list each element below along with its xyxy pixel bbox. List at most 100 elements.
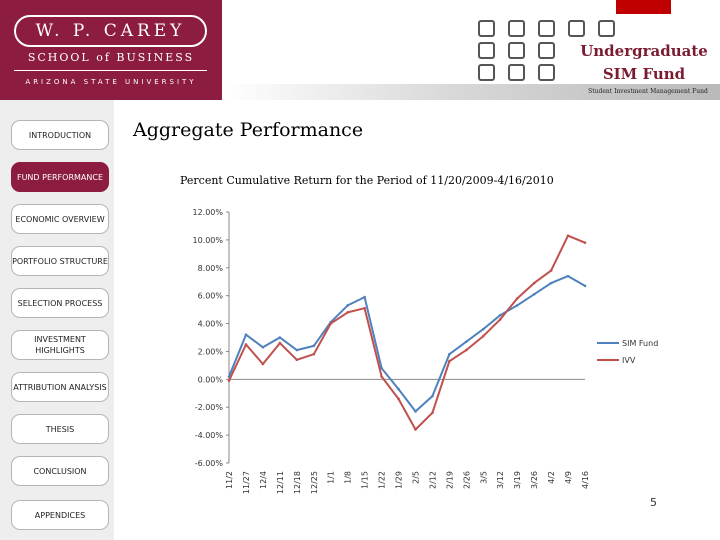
data-point — [566, 274, 570, 278]
data-point — [515, 297, 519, 300]
data-point — [397, 397, 400, 401]
logo-school: SCHOOL of BUSINESS — [27, 51, 195, 64]
square-icon — [508, 64, 525, 81]
y-tick-label: 8.00% — [198, 264, 224, 273]
data-point — [329, 322, 333, 325]
data-point — [244, 333, 248, 337]
legend-label: IVV — [622, 356, 636, 365]
data-point — [532, 292, 536, 296]
data-point — [515, 304, 519, 307]
y-tick-label: -2.00% — [195, 403, 224, 412]
square-icon — [538, 20, 555, 37]
data-point — [465, 348, 468, 352]
square-icon — [598, 20, 615, 37]
data-point — [431, 394, 434, 398]
square-icon — [478, 20, 495, 37]
x-tick-label: 1/1 — [327, 471, 336, 484]
data-point — [278, 336, 282, 339]
x-tick-label: 2/12 — [428, 471, 437, 489]
square-icon — [478, 64, 495, 81]
fund-title: Undergraduate SIM Fund — [560, 40, 720, 86]
x-tick-label: 11/2 — [225, 471, 234, 489]
header-accent-tab — [616, 0, 671, 14]
data-point — [431, 411, 434, 415]
data-point — [549, 281, 553, 285]
data-point — [295, 348, 299, 352]
data-point — [397, 387, 400, 391]
data-point — [583, 241, 587, 244]
data-point — [363, 295, 366, 299]
logo-name: W. P. CAREY — [35, 21, 186, 41]
x-tick-label: 11/27 — [242, 471, 251, 494]
x-tick-label: 12/4 — [259, 471, 268, 489]
data-point — [278, 341, 282, 345]
page-title: Aggregate Performance — [133, 119, 364, 141]
x-tick-label: 1/29 — [395, 471, 404, 489]
fund-title-line1: Undergraduate — [580, 42, 708, 60]
x-tick-label: 4/16 — [581, 471, 590, 489]
sidebar-item-thesis[interactable]: THESIS — [11, 414, 109, 444]
data-point — [295, 358, 299, 362]
fund-title-line2: SIM Fund — [602, 65, 686, 83]
x-tick-label: 2/26 — [462, 471, 471, 489]
data-point — [414, 410, 417, 413]
square-icon — [478, 42, 495, 59]
fund-subtitle: Student Investment Management Fund — [588, 88, 708, 95]
square-icon — [508, 42, 525, 59]
y-tick-label: 12.00% — [192, 208, 223, 217]
header-band — [222, 84, 720, 100]
page-number: 5 — [650, 496, 657, 509]
sidebar-item-introduction[interactable]: INTRODUCTION — [11, 120, 109, 150]
data-point — [312, 344, 316, 348]
data-point — [549, 269, 553, 272]
y-tick-label: 6.00% — [198, 292, 224, 301]
data-point — [448, 359, 451, 363]
performance-line-chart: 12.00% 10.00% 8.00% 6.00% 4.00% 2.00% 0.00% -2.… — [192, 208, 658, 494]
sidebar-nav: INTRODUCTION FUND PERFORMANCE ECONOMIC O… — [0, 100, 114, 540]
x-tick-label: 4/2 — [547, 471, 556, 484]
series-line-ivv — [228, 234, 586, 431]
data-point — [346, 304, 349, 307]
school-logo: W. P. CAREY SCHOOL of BUSINESS ARIZONA S… — [0, 0, 222, 100]
sidebar-item-economic-overview[interactable]: ECONOMIC OVERVIEW — [11, 204, 109, 234]
data-point — [414, 428, 417, 431]
logo-rule — [14, 70, 207, 71]
x-tick-label: 1/22 — [378, 471, 387, 489]
y-tick-label: 0.00% — [198, 375, 224, 384]
data-point — [363, 306, 366, 310]
data-point — [566, 234, 570, 238]
data-point — [481, 334, 485, 338]
sidebar-item-conclusion[interactable]: CONCLUSION — [11, 456, 109, 486]
x-tick-label: 3/26 — [530, 471, 539, 489]
x-tick-label: 4/9 — [564, 471, 573, 484]
logo-name-frame: W. P. CAREY — [14, 15, 207, 47]
x-tick-label: 1/8 — [344, 471, 353, 484]
data-point — [261, 345, 265, 349]
data-point — [380, 366, 383, 370]
sidebar-item-attribution-analysis[interactable]: ATTRIBUTION ANALYSIS — [11, 372, 109, 402]
x-tick-label: 3/12 — [496, 471, 505, 489]
y-tick-label: -4.00% — [195, 431, 224, 440]
data-point — [244, 343, 248, 346]
data-point — [380, 375, 383, 378]
data-point — [346, 311, 349, 314]
sidebar-item-portfolio-structure[interactable]: PORTFOLIO STRUCTURE — [11, 246, 109, 276]
x-tick-label: 12/11 — [276, 471, 285, 494]
data-point — [261, 362, 265, 366]
sidebar-item-investment-highlights[interactable]: INVESTMENT HIGHLIGHTS — [11, 330, 109, 360]
x-tick-label: 2/5 — [411, 471, 420, 484]
x-tick-label: 1/15 — [361, 471, 370, 489]
sidebar-item-selection-process[interactable]: SELECTION PROCESS — [11, 288, 109, 318]
x-tick-label: 2/19 — [445, 471, 454, 489]
sidebar-item-appendices[interactable]: APPENDICES — [11, 500, 109, 530]
square-icon — [568, 20, 585, 37]
x-tick-label: 3/19 — [513, 471, 522, 489]
data-point — [481, 327, 485, 331]
data-point — [583, 284, 587, 288]
x-tick-label: 3/5 — [479, 471, 488, 484]
data-point — [227, 379, 231, 383]
sidebar-item-fund-performance[interactable]: FUND PERFORMANCE — [11, 162, 109, 192]
data-point — [532, 281, 536, 285]
data-point — [312, 352, 316, 356]
square-icon — [508, 20, 525, 37]
